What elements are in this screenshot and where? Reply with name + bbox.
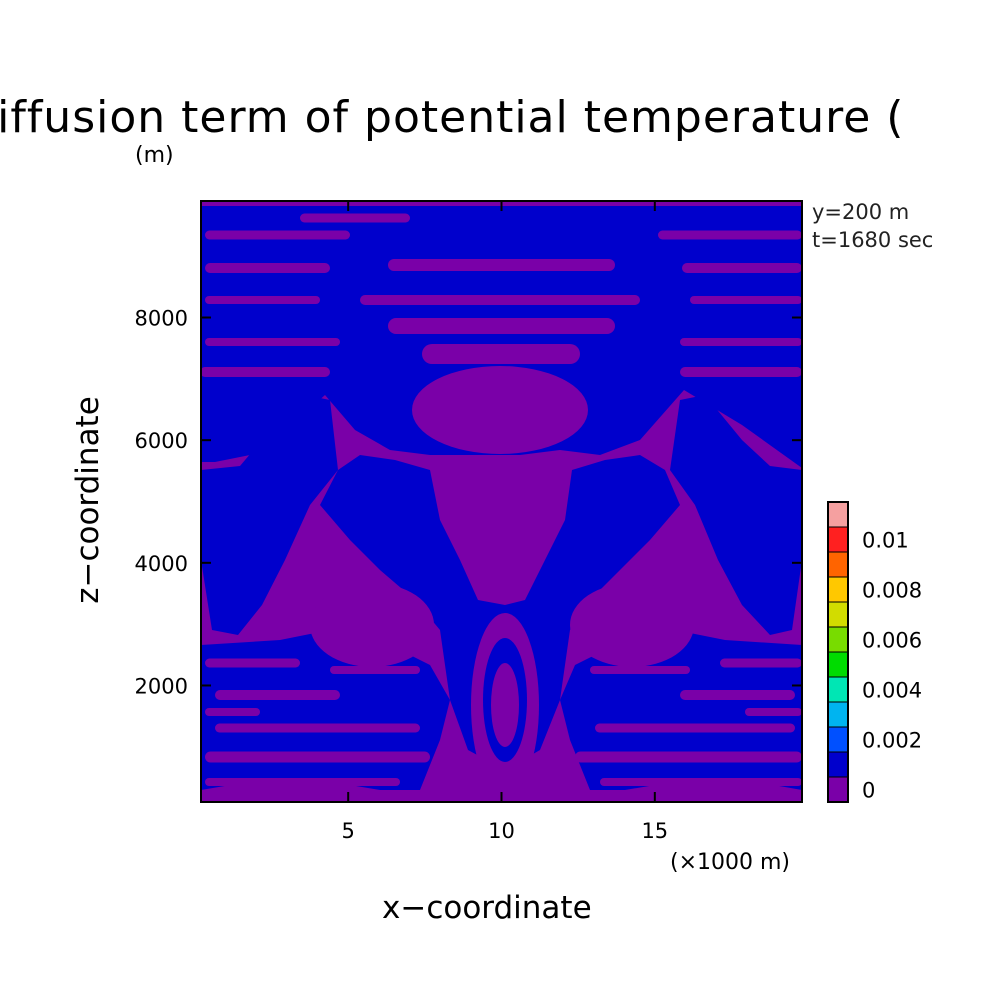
contour-band [300,213,410,223]
y-tick-label: 6000 [135,429,188,453]
contour-band [658,230,802,240]
contour-band [680,367,802,377]
contour-band [690,296,802,304]
x-axis-unit: (×1000 m) [670,850,791,875]
colorbar-label: 0.01 [862,529,909,553]
colorbar-segment [827,576,849,603]
heatmap-field [201,201,802,802]
contour-band [595,723,795,733]
contour-band [745,708,802,716]
x-axis-label: x−coordinate [382,890,592,926]
y-tick-label: 2000 [135,674,188,698]
y-tick-label: 8000 [135,307,188,331]
chart-title: al diffusion term of potential temperatu… [0,92,905,143]
contour-mound-left [310,583,434,667]
colorbar-segment [827,776,849,803]
contour-region-center [320,455,680,770]
contour-band [360,295,640,305]
colorbar-segment [827,601,849,628]
axes: 5 10 15 2000 4000 6000 8000 [135,201,802,843]
contour-band [330,666,420,674]
x-tick-label: 10 [488,819,515,843]
contour-band [215,723,420,733]
colorbar-segment [827,751,849,778]
colorbar-label: 0.006 [862,629,922,653]
contour-band [720,658,802,668]
title-unit: (m) [135,143,174,168]
colorbar-label: 0.008 [862,579,922,603]
colorbar-label: 0.002 [862,729,922,753]
x-tick-label: 15 [641,819,668,843]
y-tick-label: 4000 [135,552,188,576]
contour-band [575,751,802,763]
colorbar-segment [827,551,849,578]
contour-band [205,658,300,668]
contour-band [680,338,802,346]
colorbar-segment [827,651,849,678]
colorbar-segment [827,701,849,728]
contour-band [205,263,330,273]
contour-band [680,690,795,700]
contour-band [215,690,340,700]
contour-region-right-wedge [670,395,802,635]
contour-band [205,708,260,716]
contour-band [388,318,615,334]
contour-band [205,230,350,240]
contour-band [205,338,340,346]
colorbar-segment [827,676,849,703]
colorbar-label: 0.004 [862,679,922,703]
contour-region-left-wedge [201,395,338,635]
x-tick-label: 5 [341,819,354,843]
contour-dome-center [412,366,588,454]
contour-band [422,344,580,364]
contour-band [205,296,320,304]
colorbar-label: 0 [862,779,875,803]
annotation-y: y=200 m [812,200,910,224]
contour-core-inner [491,663,519,747]
colorbar-frame [827,501,849,803]
colorbar: 0 0.002 0.004 0.006 0.008 0.01 [827,501,922,803]
colorbar-segment [827,626,849,653]
contour-band [205,751,430,763]
contour-mound-right [570,583,694,667]
contour-region-upper [201,206,802,468]
colorbar-segment [827,726,849,753]
contour-band [388,259,615,271]
colorbar-segment [827,526,849,553]
contour-band [600,778,802,786]
colorbar-segment [827,501,849,528]
contour-band [201,367,330,377]
contour-band [205,778,400,786]
annotation-time: t=1680 sec [812,228,934,252]
contour-band [590,666,690,674]
contour-band [682,263,802,273]
